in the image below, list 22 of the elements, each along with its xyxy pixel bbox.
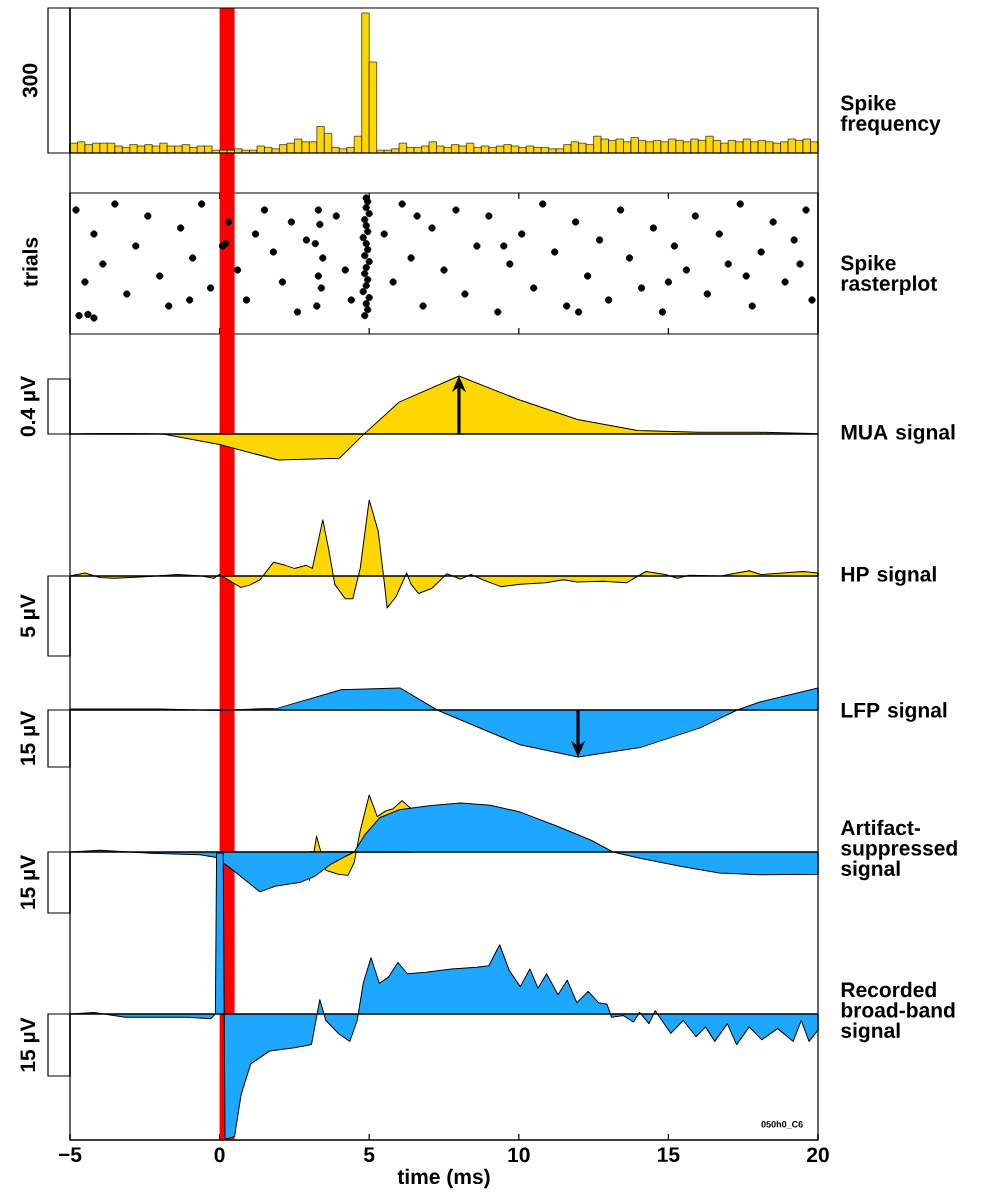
x-axis-title: time (ms) xyxy=(397,1168,490,1189)
y2-axis-title: MUA signal xyxy=(841,424,955,444)
y-axis-title: 15 µV xyxy=(20,855,40,909)
y2-axis-title: LFP signal xyxy=(841,702,947,722)
x-tick-label: 10 xyxy=(508,1147,530,1163)
y2-axis-title: Spike frequency xyxy=(840,95,941,135)
annotation: 050h0_C6 xyxy=(761,1120,803,1129)
y2-axis-title: Recorded broad-band signal xyxy=(841,981,955,1043)
y2-axis-title: HP signal xyxy=(841,566,936,586)
y-axis-title: 0.4 µV xyxy=(20,376,40,437)
y-axis-title: 5 µV xyxy=(20,594,40,638)
x-tick-label: 5 xyxy=(364,1147,375,1163)
x-tick-label: 0 xyxy=(214,1147,225,1163)
y-axis-title: trials xyxy=(22,237,38,287)
x-tick-label: 20 xyxy=(807,1147,829,1163)
x-tick-label: −5 xyxy=(58,1147,82,1163)
y2-axis-title: Spike rasterplot xyxy=(840,255,937,295)
y-axis-title: 15 µV xyxy=(20,1017,40,1072)
y-axis-title: 300 xyxy=(22,63,38,98)
y2-axis-title: Artifact-suppressed signal xyxy=(840,819,957,881)
x-tick-label: 15 xyxy=(658,1147,680,1163)
y-axis-title: 15 µV xyxy=(20,711,40,765)
